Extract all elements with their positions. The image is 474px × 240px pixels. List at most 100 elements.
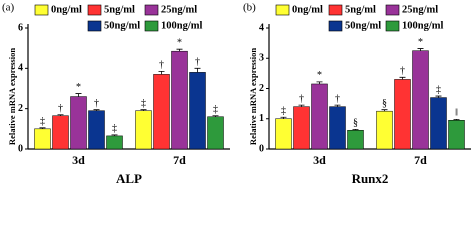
y-tick-label: 3 xyxy=(259,53,264,64)
x-tick-label: 3d xyxy=(313,153,326,167)
legend-swatch xyxy=(385,20,400,32)
bar-annotation: * xyxy=(317,70,322,81)
bar-annotation: ‡ xyxy=(281,106,286,117)
error-bar xyxy=(93,109,100,111)
bar-annotation: * xyxy=(418,37,423,48)
bar-annotation: † xyxy=(299,93,304,104)
legend-label: 0ng/ml xyxy=(51,4,82,15)
bar-annotation: * xyxy=(76,82,81,93)
bar xyxy=(376,110,393,150)
bar xyxy=(153,74,170,150)
bar xyxy=(329,106,346,150)
error-bar xyxy=(140,109,147,111)
x-tick-label: 3d xyxy=(72,153,85,167)
legend-label: 100ng/ml xyxy=(161,20,203,31)
chart-title: Runx2 xyxy=(352,171,389,186)
error-bar xyxy=(298,104,305,107)
error-bar xyxy=(176,48,183,52)
bar xyxy=(293,106,310,150)
legend-label: 0ng/ml xyxy=(292,4,323,15)
error-bar xyxy=(453,118,460,121)
bar-annotation: ‡ xyxy=(436,84,441,95)
bar xyxy=(412,50,429,150)
error-bar xyxy=(381,109,388,112)
bar xyxy=(135,110,152,150)
legend-label: 100ng/ml xyxy=(402,20,444,31)
y-tick-label: 0 xyxy=(18,143,23,154)
legend-label: 25ng/ml xyxy=(402,4,438,15)
bar xyxy=(70,96,87,150)
legend-swatch xyxy=(328,4,343,16)
bar xyxy=(189,72,206,150)
bar-annotation: § xyxy=(353,118,358,129)
error-bar xyxy=(75,93,82,97)
legend-swatch xyxy=(328,20,343,32)
bar xyxy=(106,135,123,150)
error-bar xyxy=(280,116,287,119)
error-bar xyxy=(39,127,46,129)
y-tick-label: 6 xyxy=(18,22,23,33)
bar-annotation: † xyxy=(400,66,405,77)
bar xyxy=(275,118,292,150)
legend-label: 25ng/ml xyxy=(161,4,197,15)
bar xyxy=(430,97,447,150)
bar xyxy=(448,120,465,150)
legend-label: 50ng/ml xyxy=(104,20,140,31)
bar-annotation: § xyxy=(382,98,387,109)
error-bar xyxy=(417,48,424,51)
legend-swatch xyxy=(34,4,49,16)
legend-swatch xyxy=(385,4,400,16)
bar-annotation: ‡ xyxy=(40,116,45,127)
bar-annotation: † xyxy=(335,93,340,104)
legend-label: 50ng/ml xyxy=(345,20,381,31)
chart-title: ALP xyxy=(116,171,142,186)
error-bar xyxy=(158,70,165,75)
error-bar xyxy=(316,81,323,84)
bar-annotation: ‡ xyxy=(141,98,146,109)
bar-annotation: † xyxy=(94,98,99,109)
legend-swatch xyxy=(144,4,159,16)
bar xyxy=(171,50,188,150)
legend-swatch xyxy=(87,4,102,16)
bar xyxy=(347,129,364,150)
bar-annotation: ‡ xyxy=(213,104,218,115)
bar-annotation: ‡ xyxy=(112,123,117,134)
bar xyxy=(88,110,105,150)
legend-swatch xyxy=(275,4,290,16)
error-bar xyxy=(352,128,359,131)
bar xyxy=(394,79,411,150)
y-tick-label: 4 xyxy=(18,63,23,74)
error-bar xyxy=(399,76,406,80)
y-tick-label: 2 xyxy=(259,83,264,94)
y-axis-label: Relative mRNA expression xyxy=(7,48,17,145)
bar xyxy=(207,116,224,150)
error-bar xyxy=(212,115,219,117)
y-tick-label: 1 xyxy=(259,113,264,124)
error-bar xyxy=(111,134,118,136)
error-bar xyxy=(435,95,442,98)
legend-label: 5ng/ml xyxy=(104,4,135,15)
bar-annotation: † xyxy=(195,57,200,68)
y-axis-label: Relative mRNA expression xyxy=(248,48,258,145)
legend-swatch xyxy=(87,20,102,32)
bar-annotation: † xyxy=(58,103,63,114)
y-tick-label: 0 xyxy=(259,143,264,154)
bar-annotation: * xyxy=(177,37,182,48)
legend-label: 5ng/ml xyxy=(345,4,376,15)
y-tick-label: 2 xyxy=(18,103,23,114)
bar-annotation: ‖ xyxy=(455,108,458,119)
panel-label: (a) xyxy=(2,2,15,14)
bar-annotation: † xyxy=(159,60,164,71)
bar xyxy=(34,128,51,150)
bar xyxy=(52,115,69,150)
bar xyxy=(311,83,328,150)
error-bar xyxy=(334,104,341,107)
panel-label: (b) xyxy=(243,2,256,14)
error-bar xyxy=(57,114,64,116)
x-tick-label: 7d xyxy=(414,153,427,167)
y-tick-label: 4 xyxy=(259,22,264,33)
legend-swatch xyxy=(144,20,159,32)
x-tick-label: 7d xyxy=(173,153,186,167)
error-bar xyxy=(194,67,201,73)
